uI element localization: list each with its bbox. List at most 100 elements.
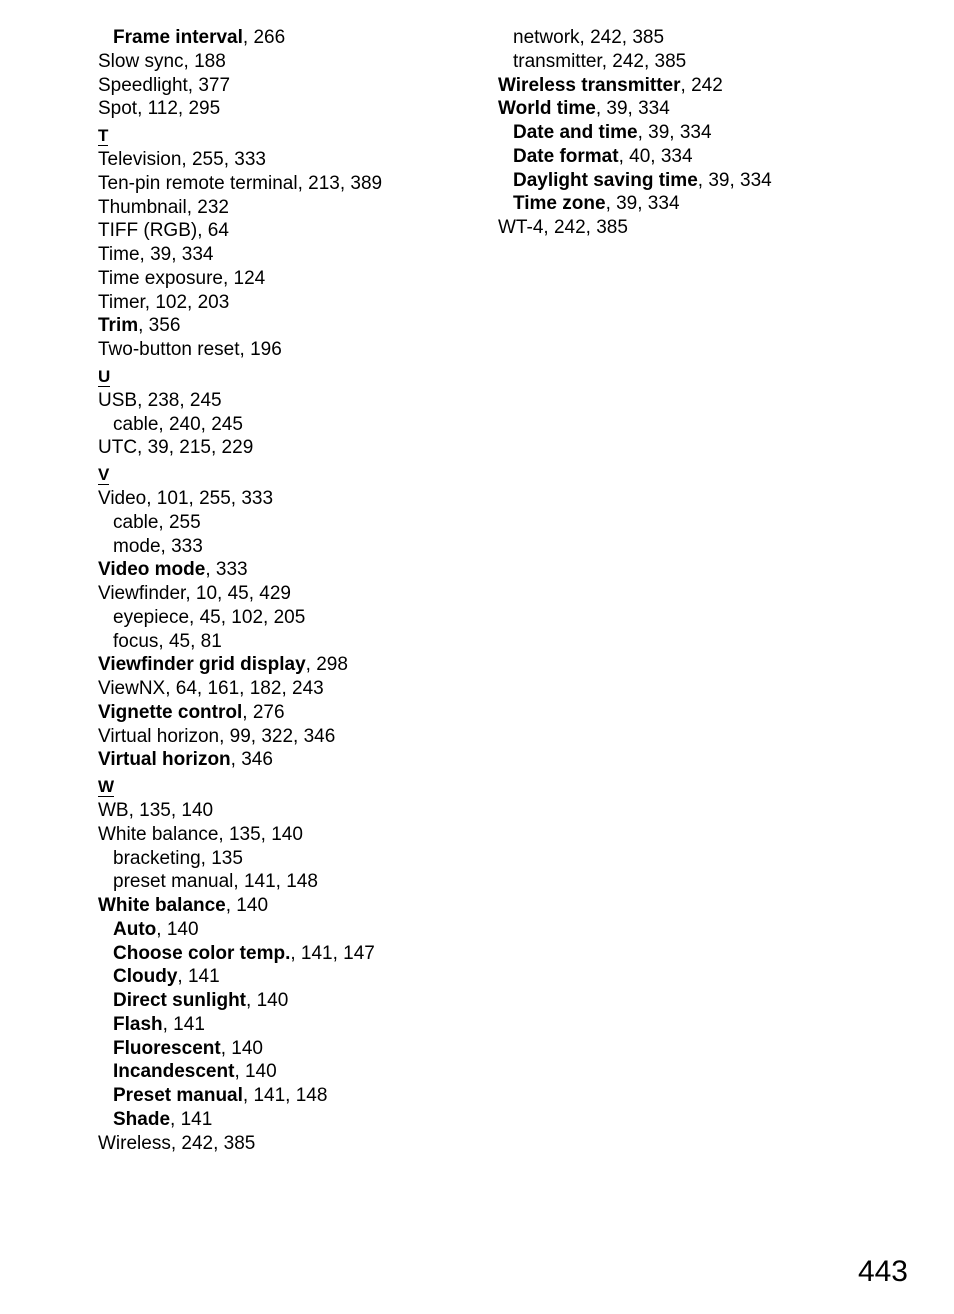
index-entry-bold: Video mode bbox=[98, 559, 205, 580]
index-entry-pages: , 140 bbox=[221, 1038, 263, 1059]
index-entry: Daylight saving time, 39, 334 bbox=[498, 169, 878, 193]
index-column-right: network, 242, 385transmitter, 242, 385Wi… bbox=[478, 26, 878, 1155]
index-entry: Two-button reset, 196 bbox=[98, 338, 478, 362]
index-entry: Virtual horizon, 99, 322, 346 bbox=[98, 725, 478, 749]
index-entry-bold: Shade bbox=[113, 1109, 170, 1130]
index-entry: World time, 39, 334 bbox=[498, 97, 878, 121]
index-section-letter: U bbox=[98, 364, 110, 387]
index-entry-pages: , 140 bbox=[246, 990, 288, 1011]
index-entry-bold: Time zone bbox=[513, 193, 606, 214]
page-content: Frame interval, 266Slow sync, 188Speedli… bbox=[0, 0, 954, 1155]
index-entry-bold: Auto bbox=[113, 919, 156, 940]
index-entry-bold: Flash bbox=[113, 1014, 163, 1035]
index-entry: Choose color temp., 141, 147 bbox=[98, 942, 478, 966]
index-entry: mode, 333 bbox=[98, 535, 478, 559]
index-entry: focus, 45, 81 bbox=[98, 630, 478, 654]
index-entry: Vignette control, 276 bbox=[98, 701, 478, 725]
index-entry-pages: , 140 bbox=[156, 919, 198, 940]
index-entry-pages: , 356 bbox=[138, 315, 180, 336]
index-entry-pages: , 141, 147 bbox=[290, 943, 375, 964]
index-entry-bold: World time bbox=[498, 98, 596, 119]
index-entry: bracketing, 135 bbox=[98, 847, 478, 871]
index-entry: ViewNX, 64, 161, 182, 243 bbox=[98, 677, 478, 701]
index-entry: Viewfinder grid display, 298 bbox=[98, 653, 478, 677]
index-entry: Direct sunlight, 140 bbox=[98, 989, 478, 1013]
index-entry: preset manual, 141, 148 bbox=[98, 870, 478, 894]
index-entry-pages: , 140 bbox=[226, 895, 268, 916]
index-entry: Ten-pin remote terminal, 213, 389 bbox=[98, 172, 478, 196]
index-entry-pages: , 141 bbox=[163, 1014, 205, 1035]
index-entry-bold: Date format bbox=[513, 146, 619, 167]
index-entry-pages: , 346 bbox=[231, 749, 273, 770]
index-entry-pages: , 140 bbox=[234, 1061, 276, 1082]
page-number: 443 bbox=[858, 1253, 908, 1291]
index-entry: Frame interval, 266 bbox=[98, 26, 478, 50]
index-entry-bold: Viewfinder grid display bbox=[98, 654, 306, 675]
index-entry: Video, 101, 255, 333 bbox=[98, 487, 478, 511]
index-entry: Preset manual, 141, 148 bbox=[98, 1084, 478, 1108]
index-entry-pages: , 141 bbox=[170, 1109, 212, 1130]
index-entry: Television, 255, 333 bbox=[98, 148, 478, 172]
index-column-left: Frame interval, 266Slow sync, 188Speedli… bbox=[0, 26, 478, 1155]
index-entry-pages: , 242 bbox=[681, 75, 723, 96]
index-entry: WB, 135, 140 bbox=[98, 799, 478, 823]
index-entry-pages: , 266 bbox=[243, 27, 285, 48]
index-entry: Trim, 356 bbox=[98, 314, 478, 338]
index-entry: Date and time, 39, 334 bbox=[498, 121, 878, 145]
index-entry-bold: Fluorescent bbox=[113, 1038, 221, 1059]
index-entry-pages: , 39, 334 bbox=[606, 193, 680, 214]
index-section-letter: V bbox=[98, 462, 109, 485]
index-entry-bold: Incandescent bbox=[113, 1061, 234, 1082]
index-entry: WT-4, 242, 385 bbox=[498, 216, 878, 240]
index-entry: White balance, 140 bbox=[98, 894, 478, 918]
index-entry: Shade, 141 bbox=[98, 1108, 478, 1132]
index-entry-pages: , 333 bbox=[205, 559, 247, 580]
index-entry: Viewfinder, 10, 45, 429 bbox=[98, 582, 478, 606]
index-entry-bold: Wireless transmitter bbox=[498, 75, 681, 96]
index-entry-bold: Trim bbox=[98, 315, 138, 336]
index-section-letter: W bbox=[98, 774, 114, 797]
index-entry-bold: Direct sunlight bbox=[113, 990, 246, 1011]
index-entry-pages: , 276 bbox=[242, 702, 284, 723]
index-entry-pages: , 40, 334 bbox=[619, 146, 693, 167]
index-entry: Thumbnail, 232 bbox=[98, 196, 478, 220]
index-entry: Speedlight, 377 bbox=[98, 74, 478, 98]
index-entry-bold: White balance bbox=[98, 895, 226, 916]
index-entry-pages: , 141, 148 bbox=[243, 1085, 328, 1106]
index-entry: Wireless transmitter, 242 bbox=[498, 74, 878, 98]
index-entry: cable, 255 bbox=[98, 511, 478, 535]
index-entry: Time exposure, 124 bbox=[98, 267, 478, 291]
index-entry: Cloudy, 141 bbox=[98, 965, 478, 989]
index-entry: TIFF (RGB), 64 bbox=[98, 219, 478, 243]
index-entry: eyepiece, 45, 102, 205 bbox=[98, 606, 478, 630]
index-entry-bold: Date and time bbox=[513, 122, 638, 143]
index-entry: Wireless, 242, 385 bbox=[98, 1132, 478, 1156]
index-entry: Fluorescent, 140 bbox=[98, 1037, 478, 1061]
index-entry: Spot, 112, 295 bbox=[98, 97, 478, 121]
index-entry-bold: Preset manual bbox=[113, 1085, 243, 1106]
index-entry: Date format, 40, 334 bbox=[498, 145, 878, 169]
index-entry: Time, 39, 334 bbox=[98, 243, 478, 267]
index-entry: Incandescent, 140 bbox=[98, 1060, 478, 1084]
index-entry: USB, 238, 245 bbox=[98, 389, 478, 413]
index-entry: White balance, 135, 140 bbox=[98, 823, 478, 847]
index-entry: Timer, 102, 203 bbox=[98, 291, 478, 315]
index-entry-pages: , 141 bbox=[177, 966, 219, 987]
index-entry-pages: , 298 bbox=[306, 654, 348, 675]
index-entry: network, 242, 385 bbox=[498, 26, 878, 50]
index-section-letter: T bbox=[98, 123, 108, 146]
index-entry: Auto, 140 bbox=[98, 918, 478, 942]
index-entry: Virtual horizon, 346 bbox=[98, 748, 478, 772]
index-entry-bold: Cloudy bbox=[113, 966, 177, 987]
index-entry: transmitter, 242, 385 bbox=[498, 50, 878, 74]
index-entry-bold: Daylight saving time bbox=[513, 170, 698, 191]
index-entry: cable, 240, 245 bbox=[98, 413, 478, 437]
index-entry: UTC, 39, 215, 229 bbox=[98, 436, 478, 460]
index-entry: Time zone, 39, 334 bbox=[498, 192, 878, 216]
index-entry-pages: , 39, 334 bbox=[596, 98, 670, 119]
index-entry-bold: Choose color temp. bbox=[113, 943, 290, 964]
index-entry-bold: Virtual horizon bbox=[98, 749, 231, 770]
index-entry: Video mode, 333 bbox=[98, 558, 478, 582]
index-entry-bold: Vignette control bbox=[98, 702, 242, 723]
index-entry-bold: Frame interval bbox=[113, 27, 243, 48]
